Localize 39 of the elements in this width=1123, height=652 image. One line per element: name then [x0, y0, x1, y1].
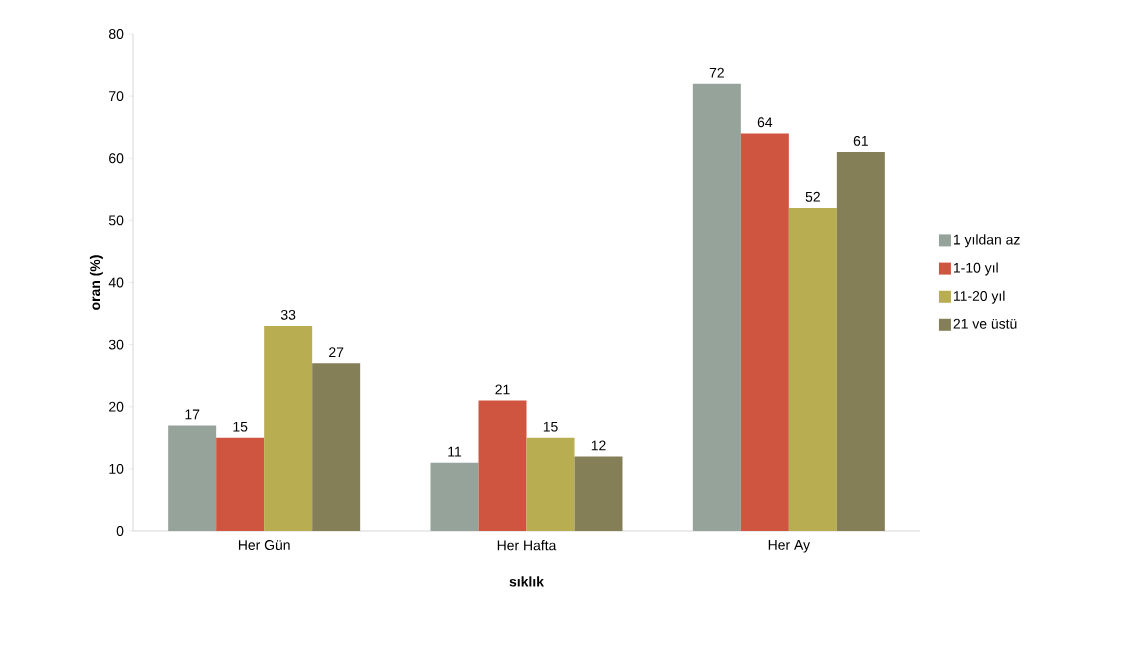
bar: [216, 437, 265, 531]
data-label: 17: [185, 409, 200, 420]
data-label: 64: [757, 117, 773, 128]
y-tick-label: 0: [116, 526, 124, 536]
y-tick-label: 50: [108, 215, 124, 226]
legend-label: 1 yıldan az: [954, 234, 1020, 248]
x-tick-label: Her Gün: [238, 540, 290, 550]
y-tick-label: 60: [109, 153, 124, 164]
data-label: 21: [495, 384, 510, 395]
x-tick-label: Her Ay: [768, 540, 811, 553]
data-label: 72: [709, 67, 724, 78]
bar: [836, 152, 885, 531]
y-tick-label: 30: [108, 339, 124, 350]
bar: [312, 363, 361, 531]
legend-label: 1-10 yıl: [954, 262, 998, 276]
data-label: 15: [233, 421, 248, 432]
data-label: 27: [329, 347, 344, 358]
data-label: 61: [853, 135, 868, 146]
y-tick-label: 20: [109, 401, 124, 412]
bar: [526, 437, 575, 531]
bar: [740, 133, 789, 531]
y-tick-label: 80: [109, 29, 124, 39]
data-label: 11: [448, 446, 462, 457]
data-label: 33: [280, 309, 296, 320]
bar: [478, 400, 527, 531]
bar: [264, 325, 313, 531]
y-tick-label: 40: [108, 277, 124, 288]
y-tick-label: 10: [109, 463, 124, 474]
bar: [788, 207, 837, 531]
data-label: 15: [543, 421, 558, 432]
legend-label: 21 ve üstü: [953, 318, 1017, 329]
y-tick-label: 70: [109, 91, 124, 102]
data-label: 12: [591, 440, 606, 451]
data-label: 52: [805, 191, 820, 202]
bar: [574, 456, 623, 531]
y-axis-title: oran (%): [89, 255, 103, 310]
x-tick-label: Her Hafta: [497, 540, 557, 551]
legend-label: 11-20 yıl: [954, 290, 1005, 304]
x-axis-title: sıklık: [509, 576, 544, 587]
